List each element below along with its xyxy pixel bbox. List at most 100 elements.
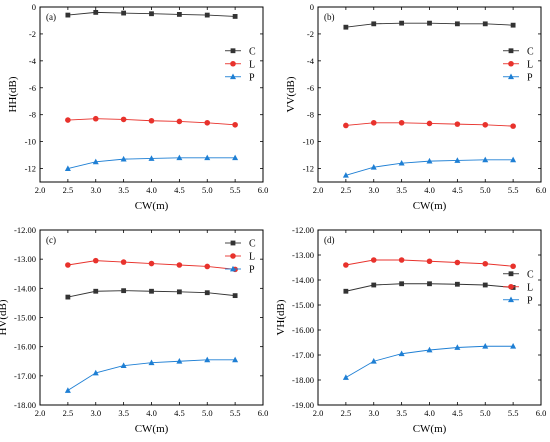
data-point xyxy=(93,9,99,15)
x-tick-label: 3.0 xyxy=(368,408,379,418)
data-point xyxy=(482,21,488,27)
series-P xyxy=(64,154,239,171)
y-tick-label: -2 xyxy=(29,29,36,39)
x-tick-label: 2.0 xyxy=(313,408,324,418)
legend-marker xyxy=(508,283,514,290)
x-tick-label: 5.5 xyxy=(508,408,519,418)
data-point xyxy=(454,121,461,127)
data-point xyxy=(64,387,71,393)
data-point xyxy=(427,281,432,287)
data-point xyxy=(232,293,238,299)
legend-marker xyxy=(508,271,514,277)
data-point xyxy=(510,156,517,163)
legend-marker xyxy=(508,73,514,80)
series-C xyxy=(343,281,516,294)
data-point xyxy=(510,22,516,28)
y-tick-label: -12 xyxy=(303,164,314,174)
legend-marker xyxy=(508,48,514,54)
data-point xyxy=(454,21,460,27)
y-tick-label: -8 xyxy=(307,110,314,120)
x-tick-label: 3.5 xyxy=(396,185,407,195)
data-point xyxy=(204,154,211,161)
legend: CLP xyxy=(503,46,534,83)
legend-marker xyxy=(508,60,514,67)
series-C xyxy=(65,288,238,300)
legend-marker xyxy=(230,240,236,246)
series-L xyxy=(343,257,516,270)
data-point xyxy=(426,258,433,265)
data-point xyxy=(176,358,183,364)
y-tick-label: -10 xyxy=(303,137,314,147)
data-point xyxy=(204,290,210,296)
y-tick-label: -14.00 xyxy=(292,275,314,285)
x-tick-label: 4.0 xyxy=(424,408,435,418)
x-tick-label: 2.5 xyxy=(341,408,352,418)
y-tick-label: -19.00 xyxy=(292,400,314,410)
legend-label: L xyxy=(249,59,255,70)
x-tick-label: 5.0 xyxy=(480,185,491,195)
series-L xyxy=(65,115,238,128)
x-tick-label: 2.5 xyxy=(63,185,74,195)
x-axis-title: CW(m) xyxy=(413,423,447,435)
series-C xyxy=(343,20,516,30)
y-tick-label: -18.00 xyxy=(14,400,36,410)
data-point xyxy=(426,120,433,127)
data-point xyxy=(204,12,210,18)
x-tick-label: 3.0 xyxy=(90,185,101,195)
legend-label: C xyxy=(249,239,256,250)
x-tick-label: 4.0 xyxy=(146,185,157,195)
data-point xyxy=(343,262,349,268)
x-tick-label: 4.0 xyxy=(146,408,157,418)
y-axis-title: VH(dB) xyxy=(275,299,287,335)
y-tick-label: -12.00 xyxy=(292,225,314,235)
legend-label: P xyxy=(249,72,255,83)
legend-label: P xyxy=(249,265,255,276)
y-tick-label: -8 xyxy=(29,110,36,120)
data-point xyxy=(482,121,489,128)
data-point xyxy=(176,12,182,17)
y-tick-label: -6 xyxy=(307,83,314,93)
data-point xyxy=(482,343,489,349)
x-tick-label: 4.5 xyxy=(174,408,185,418)
x-tick-label: 3.0 xyxy=(90,408,101,418)
data-point xyxy=(454,259,461,266)
y-tick-label: -15.00 xyxy=(14,313,36,323)
series-P xyxy=(342,156,517,178)
plot-frame xyxy=(317,6,542,183)
y-tick-label: -2 xyxy=(307,29,314,39)
data-point xyxy=(121,288,127,294)
data-point xyxy=(120,116,127,123)
data-point xyxy=(64,165,71,171)
data-point xyxy=(176,262,183,268)
y-axis-title: HV(dB) xyxy=(0,299,9,335)
data-point xyxy=(149,11,154,17)
data-point xyxy=(426,346,433,353)
data-point xyxy=(149,288,154,294)
x-tick-label: 4.5 xyxy=(452,185,463,195)
x-tick-label: 4.0 xyxy=(424,185,435,195)
y-tick-label: 0 xyxy=(310,2,314,12)
y-tick-label: -6 xyxy=(29,83,36,93)
data-point xyxy=(399,20,405,26)
data-point xyxy=(454,281,460,287)
data-point xyxy=(371,21,377,27)
y-tick-label: -12.00 xyxy=(14,225,36,235)
legend-label: L xyxy=(249,252,255,263)
data-point xyxy=(342,374,349,380)
data-point xyxy=(65,294,71,300)
legend-label: C xyxy=(527,269,534,280)
data-point xyxy=(426,157,433,164)
legend-marker xyxy=(230,60,236,67)
data-point xyxy=(65,12,71,18)
y-tick-label: -18.00 xyxy=(292,375,314,385)
data-point xyxy=(148,260,155,267)
x-tick-label: 5.0 xyxy=(202,185,213,195)
y-tick-label: -4 xyxy=(307,56,315,66)
data-point xyxy=(398,159,405,166)
y-tick-label: 0 xyxy=(32,2,36,12)
legend-marker xyxy=(230,48,236,54)
data-point xyxy=(398,350,405,357)
x-tick-label: 3.5 xyxy=(118,185,129,195)
data-point xyxy=(204,263,211,270)
